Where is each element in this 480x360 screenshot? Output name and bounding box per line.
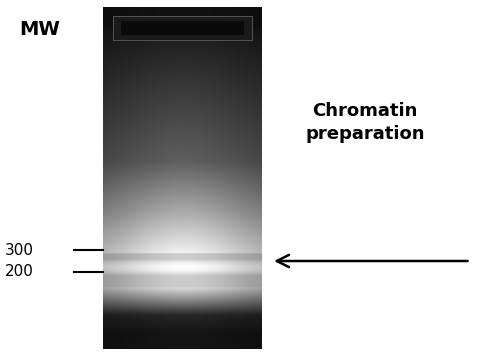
- Text: Chromatin
preparation: Chromatin preparation: [305, 102, 424, 143]
- Bar: [121, 21, 244, 22]
- Text: MW: MW: [19, 20, 60, 39]
- Text: 300: 300: [5, 243, 34, 258]
- Bar: [121, 22, 244, 35]
- Bar: [113, 16, 252, 40]
- Text: 200: 200: [5, 264, 34, 279]
